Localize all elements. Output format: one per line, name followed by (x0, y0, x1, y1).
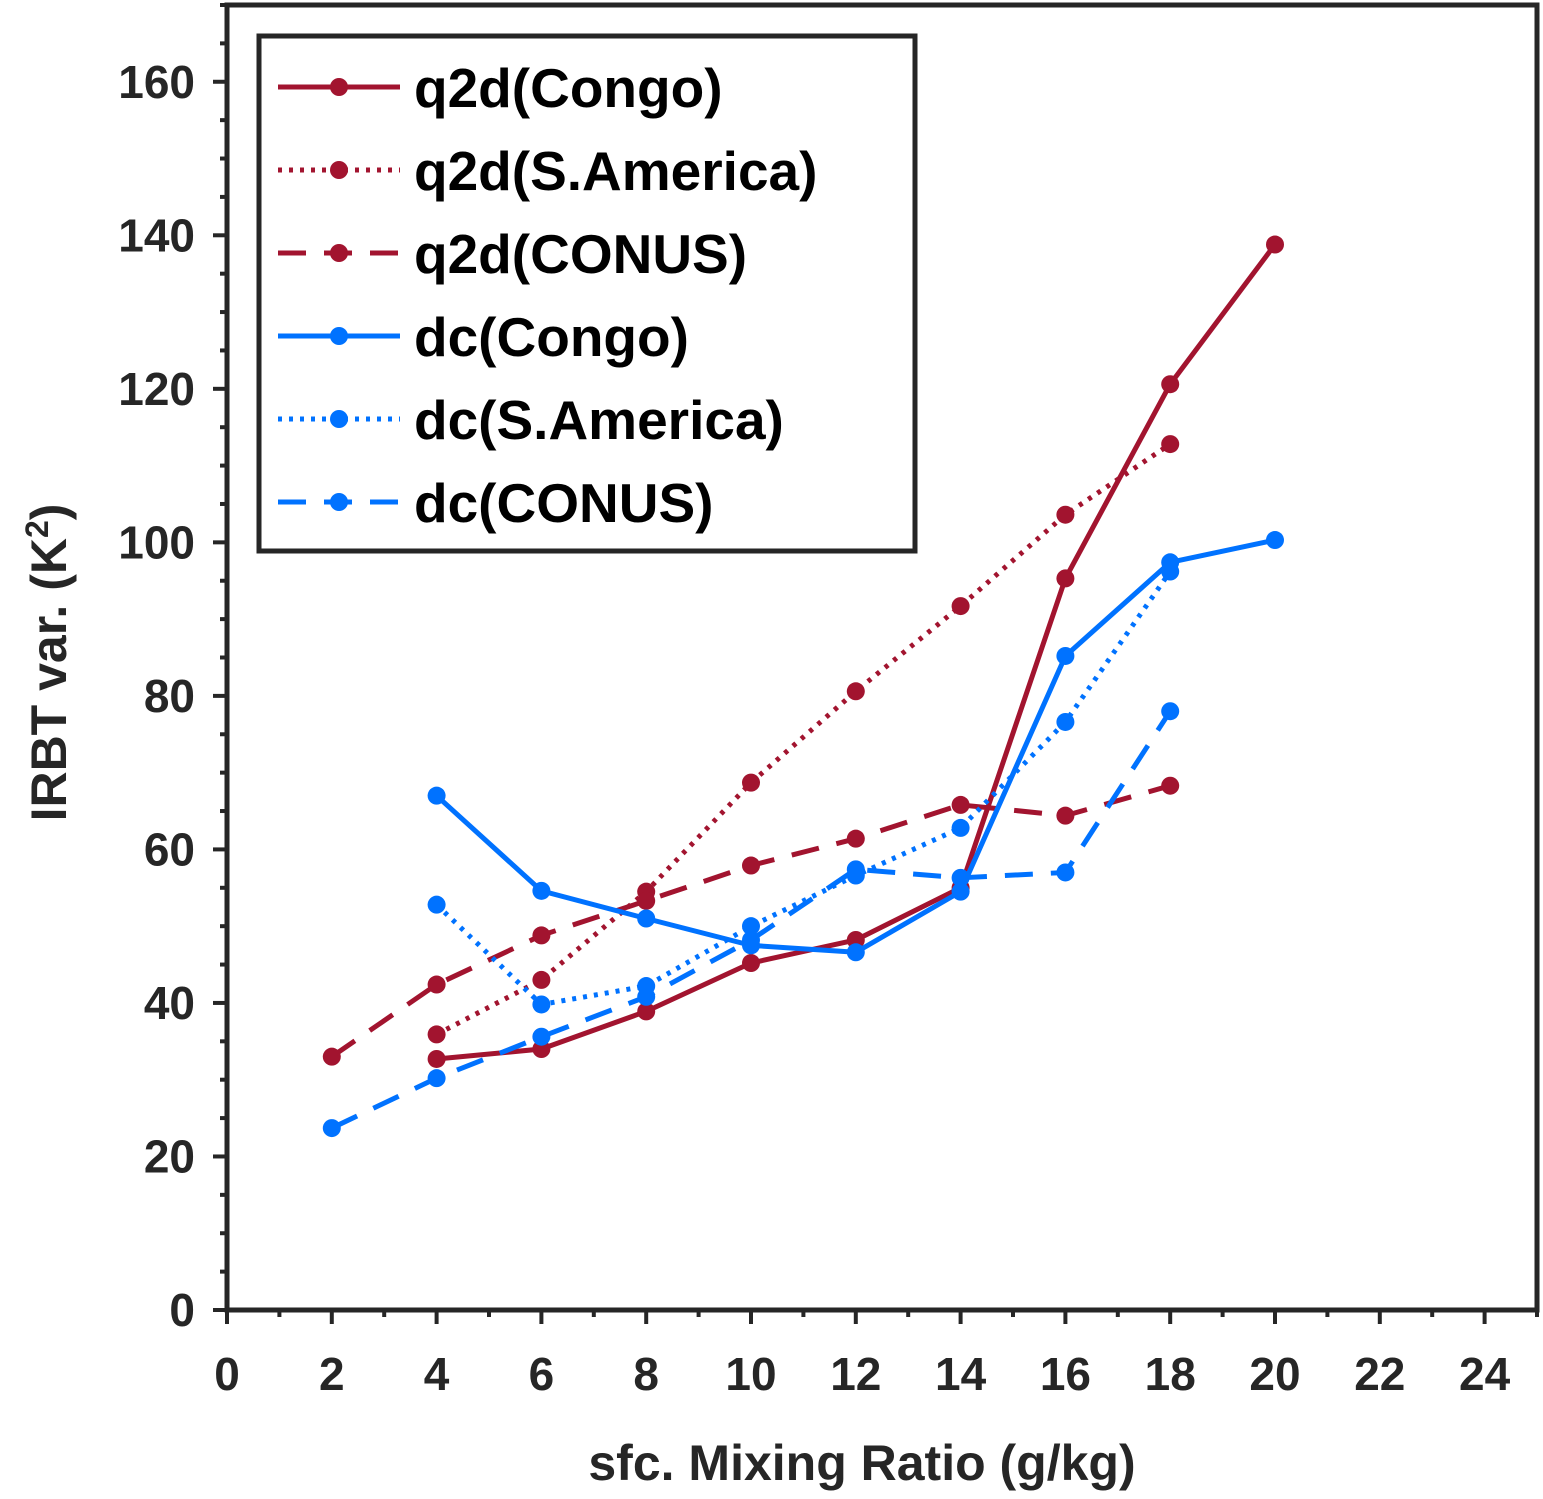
series-3 (427, 531, 1284, 962)
series-1 (427, 435, 1180, 1044)
x-tick-label: 14 (935, 1348, 987, 1400)
data-point (1266, 235, 1284, 254)
data-point (532, 926, 551, 945)
x-tick-label: 24 (1459, 1348, 1511, 1400)
data-point (1056, 806, 1075, 825)
data-point (637, 987, 656, 1006)
data-point (427, 1025, 446, 1044)
y-axis-title-superscript: 2 (19, 520, 55, 538)
x-tick-label: 20 (1249, 1348, 1300, 1400)
x-axis-title: sfc. Mixing Ratio (g/kg) (588, 1435, 1135, 1491)
data-point (742, 773, 760, 792)
data-point (637, 891, 656, 910)
data-point (846, 829, 865, 848)
data-point (951, 868, 970, 887)
legend-swatch-marker (330, 493, 348, 511)
data-point (742, 954, 760, 973)
data-point (742, 930, 760, 949)
legend-label: dc(S.America) (414, 389, 784, 451)
data-point (427, 786, 446, 805)
data-point (951, 882, 970, 901)
y-tick-label: 160 (118, 56, 195, 108)
data-point (532, 1027, 551, 1046)
y-axis-title-main: IRBT var. (K (21, 538, 77, 821)
legend-label: q2d(S.America) (414, 140, 817, 202)
data-point (427, 1049, 446, 1068)
data-point (532, 995, 551, 1014)
y-tick-label: 120 (118, 363, 195, 415)
data-point (637, 1002, 656, 1021)
series-line (434, 537, 1276, 955)
y-tick-label: 20 (144, 1130, 195, 1182)
y-tick-label: 40 (144, 977, 195, 1029)
data-point (1161, 435, 1180, 454)
data-point (951, 795, 970, 814)
data-point (846, 860, 865, 879)
data-point (637, 909, 656, 928)
y-axis-title: IRBT var. (K2) (19, 504, 77, 822)
legend-box (256, 33, 918, 554)
data-point (322, 1047, 341, 1066)
axis-tick-labels: 0 2 4 6 8 10 12 14 16 18 20 22 240204060801001201401… (118, 56, 1510, 1400)
legend-swatch-marker (330, 244, 348, 262)
x-tick-label: 16 (1040, 1348, 1091, 1400)
data-point (427, 975, 446, 994)
data-point (1056, 712, 1075, 731)
legend-label: q2d(Congo) (414, 57, 723, 119)
data-point (1161, 375, 1180, 394)
series-5 (322, 702, 1180, 1138)
data-point (532, 881, 551, 900)
legend-swatch-marker (330, 327, 348, 345)
data-point (846, 682, 865, 701)
data-point (427, 1069, 446, 1088)
x-tick-label: 6 (529, 1348, 555, 1400)
chart-marks (322, 235, 1284, 1138)
x-tick-label: 18 (1145, 1348, 1196, 1400)
data-point (742, 856, 760, 875)
data-point (951, 597, 970, 616)
series-4 (427, 562, 1180, 1014)
x-tick-label: 22 (1354, 1348, 1405, 1400)
legend-label: dc(CONUS) (414, 472, 713, 534)
x-tick-label: 2 (319, 1348, 345, 1400)
data-point (1056, 646, 1075, 665)
series-line (434, 570, 1173, 1007)
x-tick-label: 8 (633, 1348, 659, 1400)
legend-swatch-marker (330, 78, 348, 96)
y-axis-title-end: ) (21, 504, 77, 521)
y-tick-label: 100 (118, 516, 195, 568)
legend: q2d(Congo) q2d(S.America) q2d(CONUS) dc(Con… (256, 33, 918, 554)
y-tick-label: 0 (169, 1284, 195, 1336)
y-tick-label: 140 (118, 209, 195, 261)
y-tick-label: 80 (144, 670, 195, 722)
x-tick-label: 10 (725, 1348, 776, 1400)
data-point (427, 895, 446, 914)
data-point (1056, 569, 1075, 588)
data-point (532, 970, 551, 989)
data-point (1056, 505, 1075, 524)
data-point (1161, 562, 1180, 581)
x-tick-label: 4 (424, 1348, 450, 1400)
axis-ticks (213, 3, 1539, 1324)
data-point (1161, 702, 1180, 721)
legend-swatch-marker (330, 410, 348, 428)
data-point (322, 1119, 341, 1138)
x-tick-label: 12 (830, 1348, 881, 1400)
series-2 (322, 776, 1180, 1066)
y-tick-label: 60 (144, 823, 195, 875)
legend-label: dc(Congo) (414, 306, 689, 368)
data-point (951, 818, 970, 837)
data-point (1161, 776, 1180, 795)
data-point (1266, 531, 1284, 550)
data-point (846, 943, 865, 962)
data-point (1056, 863, 1075, 882)
x-tick-label: 0 (214, 1348, 240, 1400)
series-line (435, 442, 1172, 1037)
legend-swatch-marker (330, 161, 348, 179)
data-point (742, 917, 760, 936)
legend-label: q2d(CONUS) (414, 223, 747, 285)
